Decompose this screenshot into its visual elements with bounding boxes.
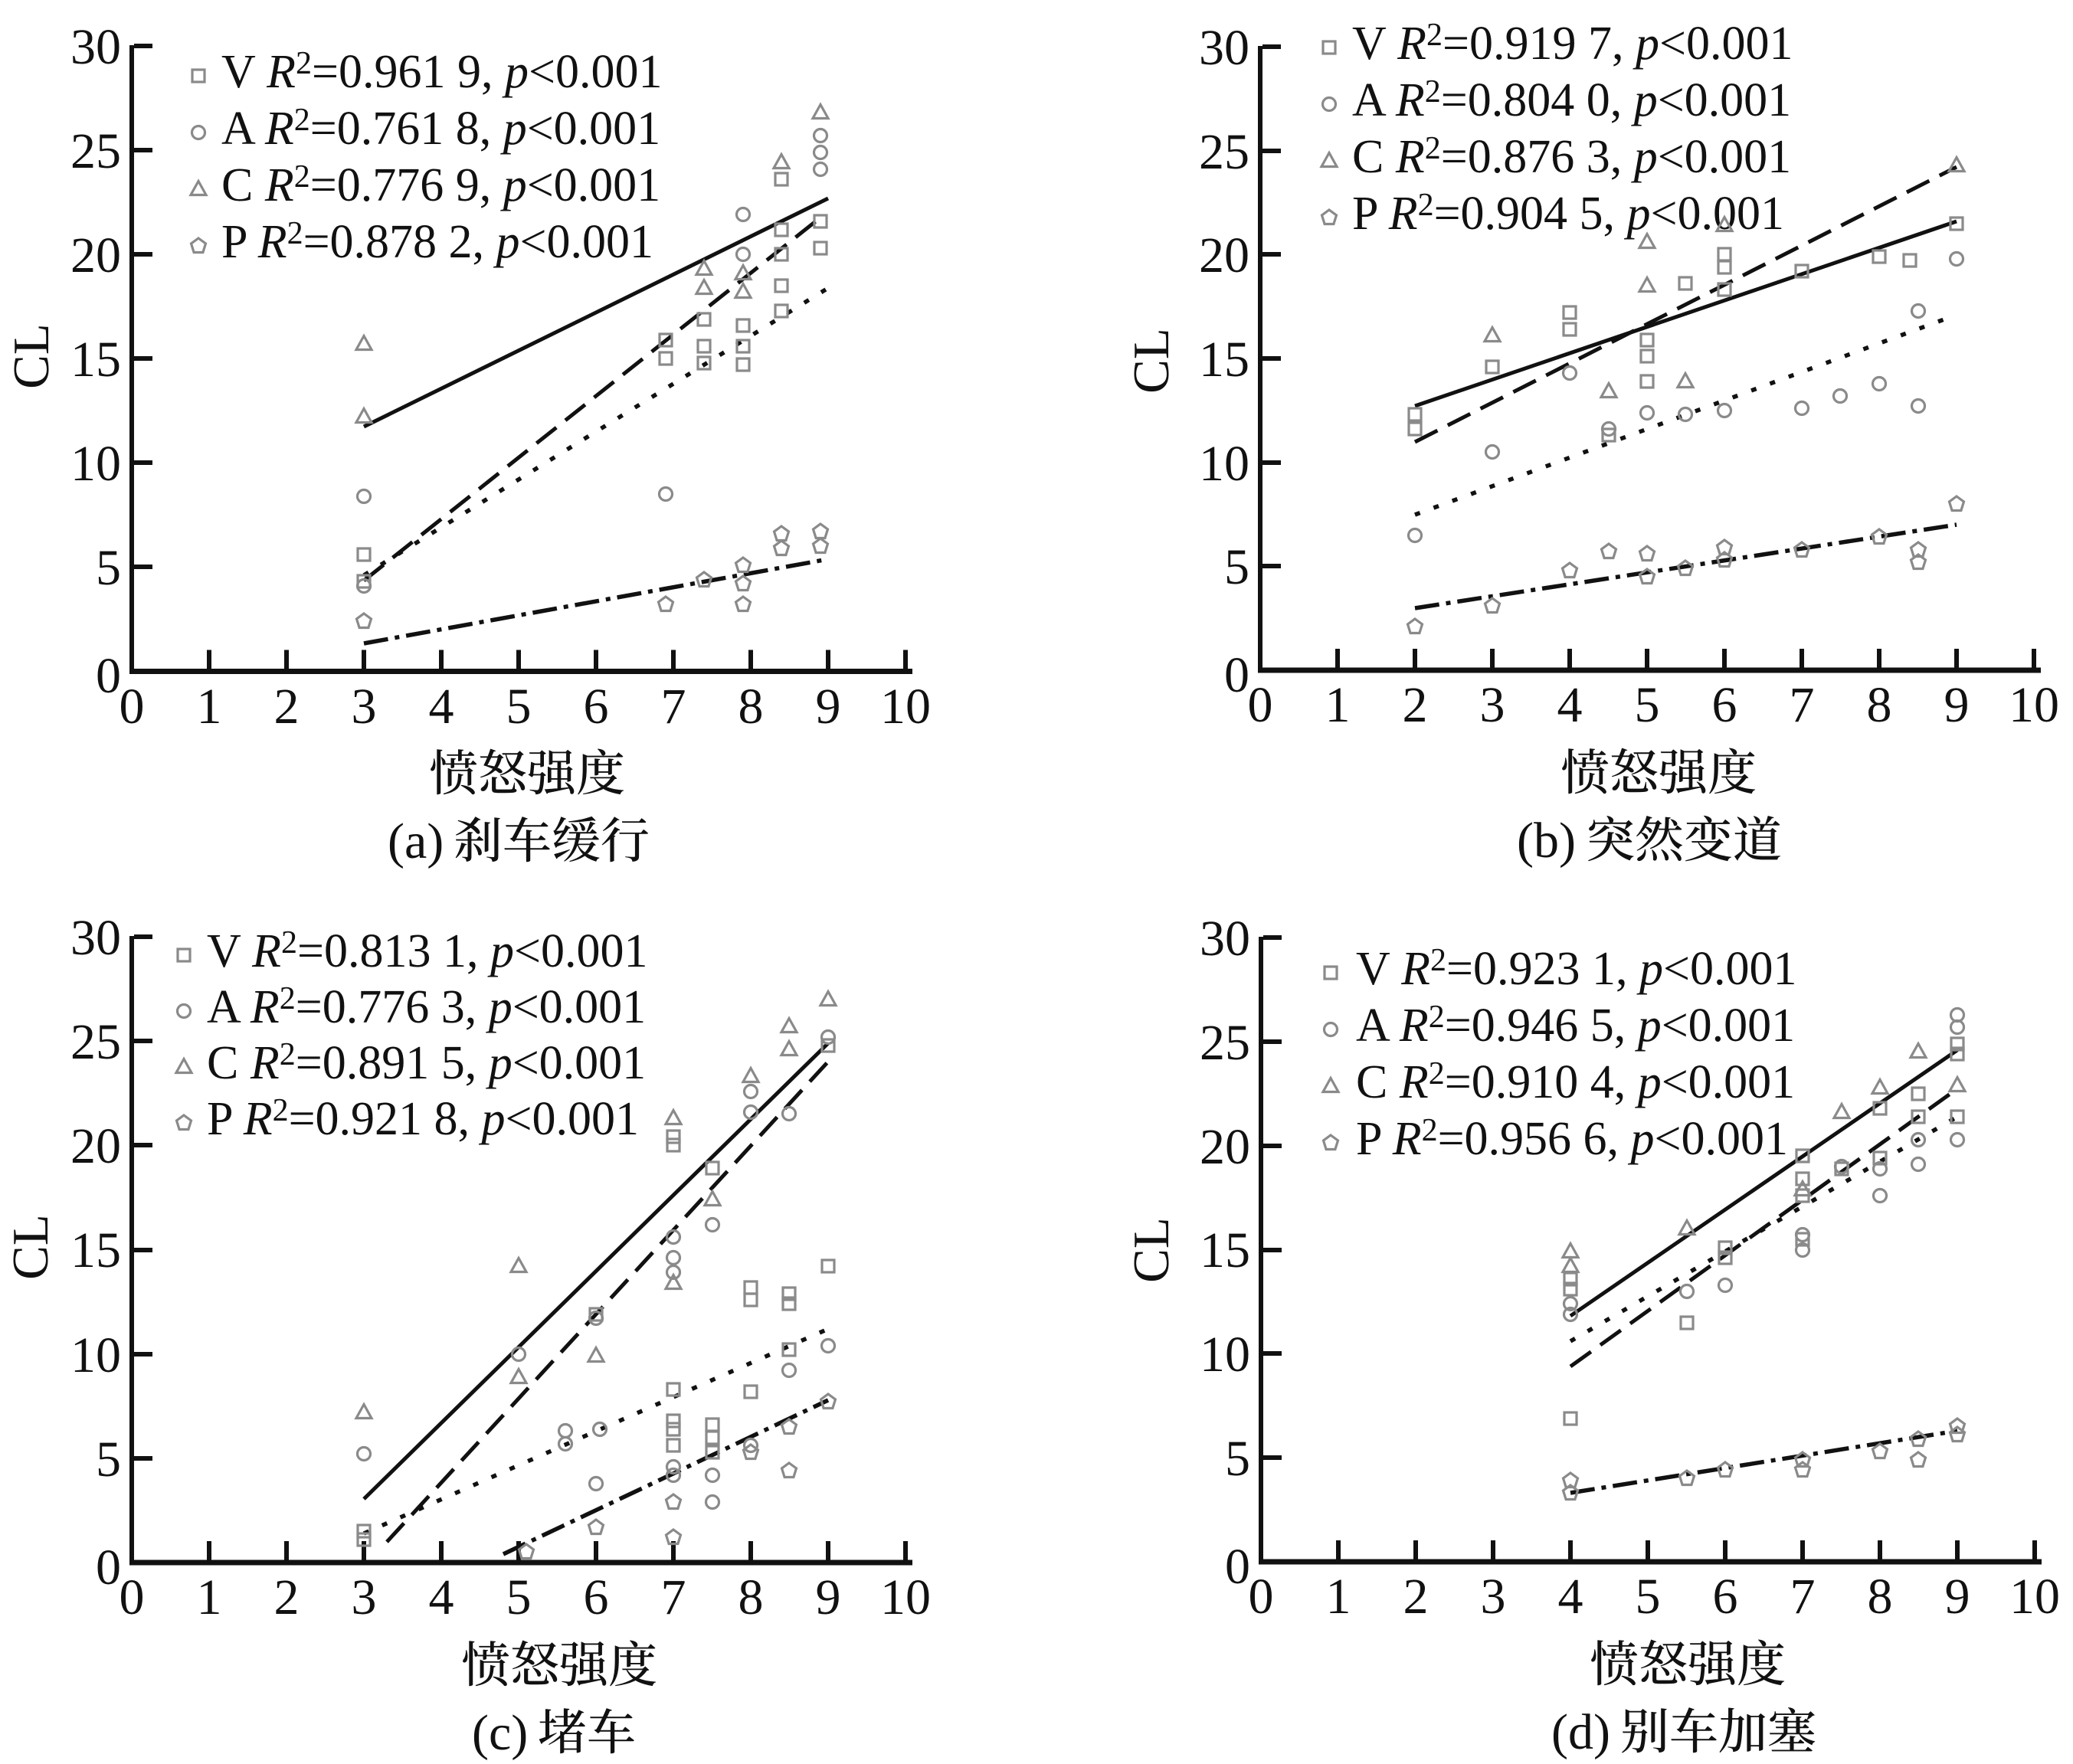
svg-text:8: 8 <box>738 679 764 735</box>
svg-text:2: 2 <box>1403 677 1428 733</box>
svg-text:7: 7 <box>661 1569 686 1625</box>
svg-text:2: 2 <box>274 679 300 735</box>
svg-text:10: 10 <box>1200 1327 1250 1383</box>
svg-text:V R2=0.923 1, p<0.001: V R2=0.923 1, p<0.001 <box>1356 943 1796 995</box>
svg-text:C R2=0.876 3, p<0.001: C R2=0.876 3, p<0.001 <box>1352 131 1791 183</box>
svg-text:25: 25 <box>70 1014 121 1070</box>
svg-text:A R2=0.804 0, p<0.001: A R2=0.804 0, p<0.001 <box>1352 74 1791 126</box>
svg-text:(c): (c) <box>472 1705 528 1761</box>
svg-text:5: 5 <box>96 540 121 596</box>
svg-text:3: 3 <box>352 679 377 735</box>
svg-text:0: 0 <box>1225 1539 1250 1595</box>
svg-text:8: 8 <box>1868 1569 1893 1625</box>
svg-text:0: 0 <box>120 679 145 735</box>
svg-text:30: 30 <box>70 19 121 75</box>
svg-text:6: 6 <box>1713 1569 1738 1625</box>
svg-text:P R2=0.878 2, p<0.001: P R2=0.878 2, p<0.001 <box>221 216 653 268</box>
svg-text:20: 20 <box>70 1118 121 1174</box>
svg-text:25: 25 <box>1199 124 1249 180</box>
svg-text:C R2=0.891 5, p<0.001: C R2=0.891 5, p<0.001 <box>207 1037 646 1089</box>
svg-text:P R2=0.956 6, p<0.001: P R2=0.956 6, p<0.001 <box>1356 1113 1788 1165</box>
svg-text:A R2=0.761 8, p<0.001: A R2=0.761 8, p<0.001 <box>221 103 660 155</box>
svg-text:6: 6 <box>1712 677 1737 733</box>
svg-text:C R2=0.910 4, p<0.001: C R2=0.910 4, p<0.001 <box>1356 1056 1795 1108</box>
svg-text:5: 5 <box>506 679 532 735</box>
svg-text:V R2=0.919 7, p<0.001: V R2=0.919 7, p<0.001 <box>1352 18 1793 70</box>
svg-text:V R2=0.961 9, p<0.001: V R2=0.961 9, p<0.001 <box>221 46 662 98</box>
svg-text:1: 1 <box>1325 677 1351 733</box>
svg-text:4: 4 <box>1557 677 1583 733</box>
svg-text:25: 25 <box>70 123 121 179</box>
svg-text:20: 20 <box>1200 1119 1250 1175</box>
svg-text:6: 6 <box>584 679 609 735</box>
svg-text:15: 15 <box>1199 332 1249 388</box>
svg-text:CL: CL <box>1123 328 1180 394</box>
svg-text:9: 9 <box>816 1569 841 1625</box>
svg-text:15: 15 <box>70 332 121 388</box>
svg-text:7: 7 <box>1790 1569 1816 1625</box>
svg-text:0: 0 <box>96 648 121 704</box>
svg-text:10: 10 <box>880 679 931 735</box>
svg-text:5: 5 <box>1635 677 1660 733</box>
svg-text:5: 5 <box>96 1432 121 1487</box>
svg-text:C R2=0.776 9, p<0.001: C R2=0.776 9, p<0.001 <box>221 159 660 211</box>
svg-text:CL: CL <box>3 323 60 389</box>
svg-text:1: 1 <box>197 679 222 735</box>
svg-text:6: 6 <box>584 1569 609 1625</box>
svg-text:10: 10 <box>70 436 121 492</box>
svg-text:9: 9 <box>1944 677 1970 733</box>
svg-text:5: 5 <box>1225 1431 1250 1487</box>
svg-text:2: 2 <box>1403 1569 1429 1625</box>
svg-text:10: 10 <box>1199 436 1249 492</box>
svg-text:30: 30 <box>70 910 121 966</box>
svg-text:(d): (d) <box>1551 1704 1610 1760</box>
svg-text:3: 3 <box>1481 1569 1506 1625</box>
svg-text:8: 8 <box>1867 677 1892 733</box>
svg-text:2: 2 <box>274 1569 300 1625</box>
svg-text:30: 30 <box>1199 20 1249 76</box>
svg-text:25: 25 <box>1200 1015 1250 1071</box>
svg-text:CL: CL <box>2 1214 59 1280</box>
svg-text:10: 10 <box>880 1569 931 1625</box>
svg-text:9: 9 <box>1945 1569 1970 1625</box>
svg-text:4: 4 <box>429 1569 454 1625</box>
svg-text:8: 8 <box>738 1569 764 1625</box>
svg-text:CL: CL <box>1123 1217 1180 1283</box>
svg-text:P R2=0.921 8, p<0.001: P R2=0.921 8, p<0.001 <box>207 1093 639 1145</box>
svg-text:4: 4 <box>1558 1569 1583 1625</box>
svg-text:7: 7 <box>661 679 686 735</box>
svg-text:30: 30 <box>1200 911 1250 967</box>
svg-text:15: 15 <box>70 1222 121 1278</box>
svg-text:20: 20 <box>1199 227 1249 283</box>
svg-text:0: 0 <box>96 1540 121 1595</box>
svg-text:A R2=0.776 3, p<0.001: A R2=0.776 3, p<0.001 <box>207 981 646 1033</box>
svg-text:15: 15 <box>1200 1222 1250 1278</box>
svg-text:4: 4 <box>429 679 454 735</box>
svg-text:P R2=0.904 5, p<0.001: P R2=0.904 5, p<0.001 <box>1352 188 1784 240</box>
svg-text:5: 5 <box>506 1569 532 1625</box>
svg-text:10: 10 <box>2009 1569 2060 1625</box>
svg-text:(b): (b) <box>1517 813 1576 869</box>
svg-text:A R2=0.946 5, p<0.001: A R2=0.946 5, p<0.001 <box>1356 1000 1795 1052</box>
svg-text:10: 10 <box>2009 677 2059 733</box>
svg-text:20: 20 <box>70 227 121 283</box>
svg-text:1: 1 <box>197 1569 222 1625</box>
svg-text:10: 10 <box>70 1327 121 1383</box>
svg-text:5: 5 <box>1636 1569 1661 1625</box>
svg-text:3: 3 <box>1480 677 1505 733</box>
svg-text:V R2=0.813 1, p<0.001: V R2=0.813 1, p<0.001 <box>207 925 647 977</box>
svg-text:5: 5 <box>1224 539 1249 595</box>
svg-text:0: 0 <box>1249 1569 1274 1625</box>
svg-text:1: 1 <box>1326 1569 1351 1625</box>
svg-text:0: 0 <box>120 1569 145 1625</box>
svg-text:0: 0 <box>1248 677 1273 733</box>
svg-text:3: 3 <box>352 1569 377 1625</box>
svg-text:7: 7 <box>1790 677 1815 733</box>
svg-text:(a): (a) <box>388 813 444 869</box>
svg-text:9: 9 <box>816 679 841 735</box>
svg-text:0: 0 <box>1224 647 1249 703</box>
